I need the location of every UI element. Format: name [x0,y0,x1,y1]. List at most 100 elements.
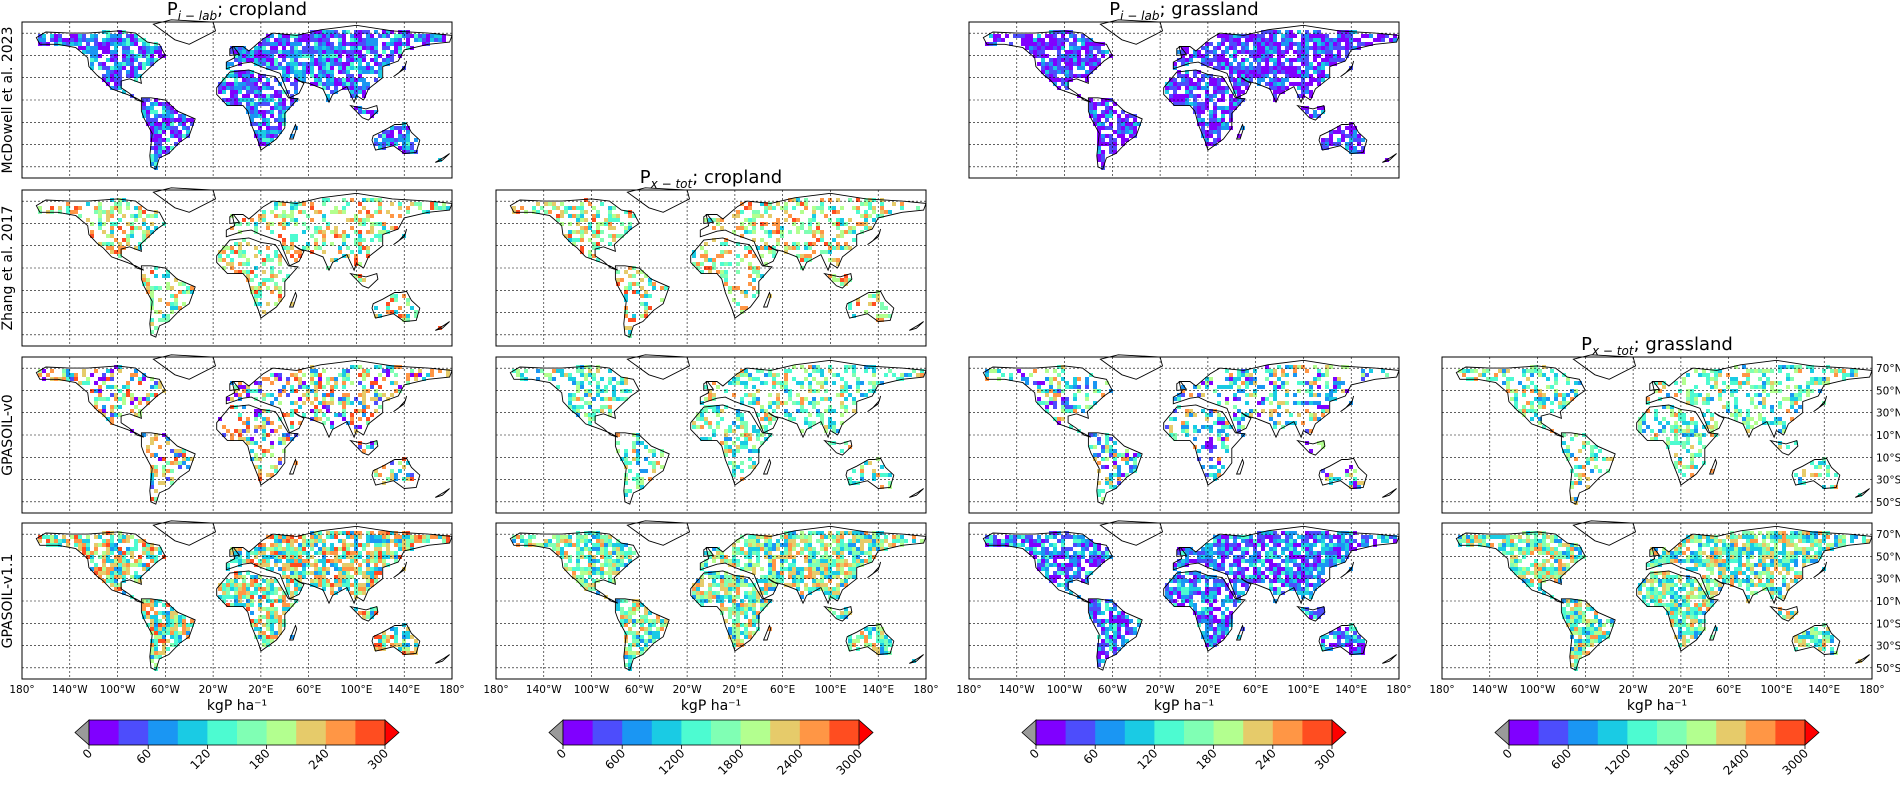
data-cell [908,373,912,377]
data-cell [748,401,752,405]
data-cell [1550,369,1554,373]
data-cell [760,417,764,421]
data-cell [1277,70,1281,74]
data-cell [660,465,664,469]
data-cell [792,401,796,405]
data-cell [266,138,270,142]
data-cell [1217,118,1221,122]
data-cell [394,46,398,50]
data-cell [106,218,110,222]
data-cell [1257,66,1261,70]
data-cell [142,50,146,54]
data-cell [374,62,378,66]
data-cell [592,242,596,246]
data-cell [1734,413,1738,417]
data-cell [564,206,568,210]
data-cell [724,441,728,445]
data-cell [1133,122,1137,126]
data-cell [1301,90,1305,94]
data-cell [370,222,374,226]
data-cell [644,445,648,449]
data-cell [262,278,266,282]
data-cell [338,66,342,70]
data-cell [608,214,612,218]
data-cell [632,290,636,294]
data-cell [1281,385,1285,389]
data-cell [362,66,366,70]
data-cell [266,222,270,226]
data-cell [1381,369,1385,373]
data-cell [620,397,624,401]
data-cell [1273,38,1277,42]
data-cell [1273,385,1277,389]
data-cell [394,473,398,477]
data-cell [302,74,306,78]
data-cell [270,290,274,294]
data-cell [1530,401,1534,405]
data-cell [736,302,740,306]
data-cell [366,210,370,214]
data-cell [1205,46,1209,50]
data-cell [832,425,836,429]
data-cell [776,222,780,226]
data-cell [1229,54,1233,58]
data-cell [1285,373,1289,377]
data-cell [334,226,338,230]
data-cell [94,381,98,385]
data-cell [1293,82,1297,86]
data-cell [1273,62,1277,66]
data-cell [1133,453,1137,457]
data-cell [1221,437,1225,441]
data-cell [1205,130,1209,134]
data-cell [342,405,346,409]
data-cell [1197,110,1201,114]
data-cell [382,142,386,146]
data-cell [1530,389,1534,393]
data-cell [1033,369,1037,373]
data-cell [816,206,820,210]
data-cell [1205,106,1209,110]
data-cell [98,226,102,230]
data-cell [1049,377,1053,381]
data-cell [1317,54,1321,58]
data-cell [556,206,560,210]
data-cell [804,409,808,413]
data-cell [1714,373,1718,377]
data-cell [592,377,596,381]
data-cell [366,34,370,38]
data-cell [852,373,856,377]
data-cell [1217,469,1221,473]
data-cell [158,286,162,290]
data-cell [1594,453,1598,457]
data-cell [266,254,270,258]
data-cell [824,409,828,413]
data-cell [278,290,282,294]
data-cell [1209,445,1213,449]
data-cell [1289,413,1293,417]
data-cell [318,230,322,234]
data-cell [1101,138,1105,142]
data-cell [772,401,776,405]
data-cell [242,50,246,54]
data-cell [1193,86,1197,90]
data-cell [42,38,46,42]
data-cell [158,54,162,58]
data-cell [740,413,744,417]
data-cell [1337,377,1341,381]
data-cell [1329,58,1333,62]
data-cell [182,290,186,294]
data-cell [146,110,150,114]
data-cell [1205,50,1209,54]
data-cell [1213,78,1217,82]
data-cell [1289,82,1293,86]
data-cell [334,377,338,381]
data-cell [1181,74,1185,78]
data-cell [394,373,398,377]
data-cell [1466,369,1470,373]
data-cell [1301,54,1305,58]
data-cell [42,369,46,373]
data-cell [382,42,386,46]
data-cell [1297,66,1301,70]
data-cell [1125,114,1129,118]
data-cell [1265,38,1269,42]
